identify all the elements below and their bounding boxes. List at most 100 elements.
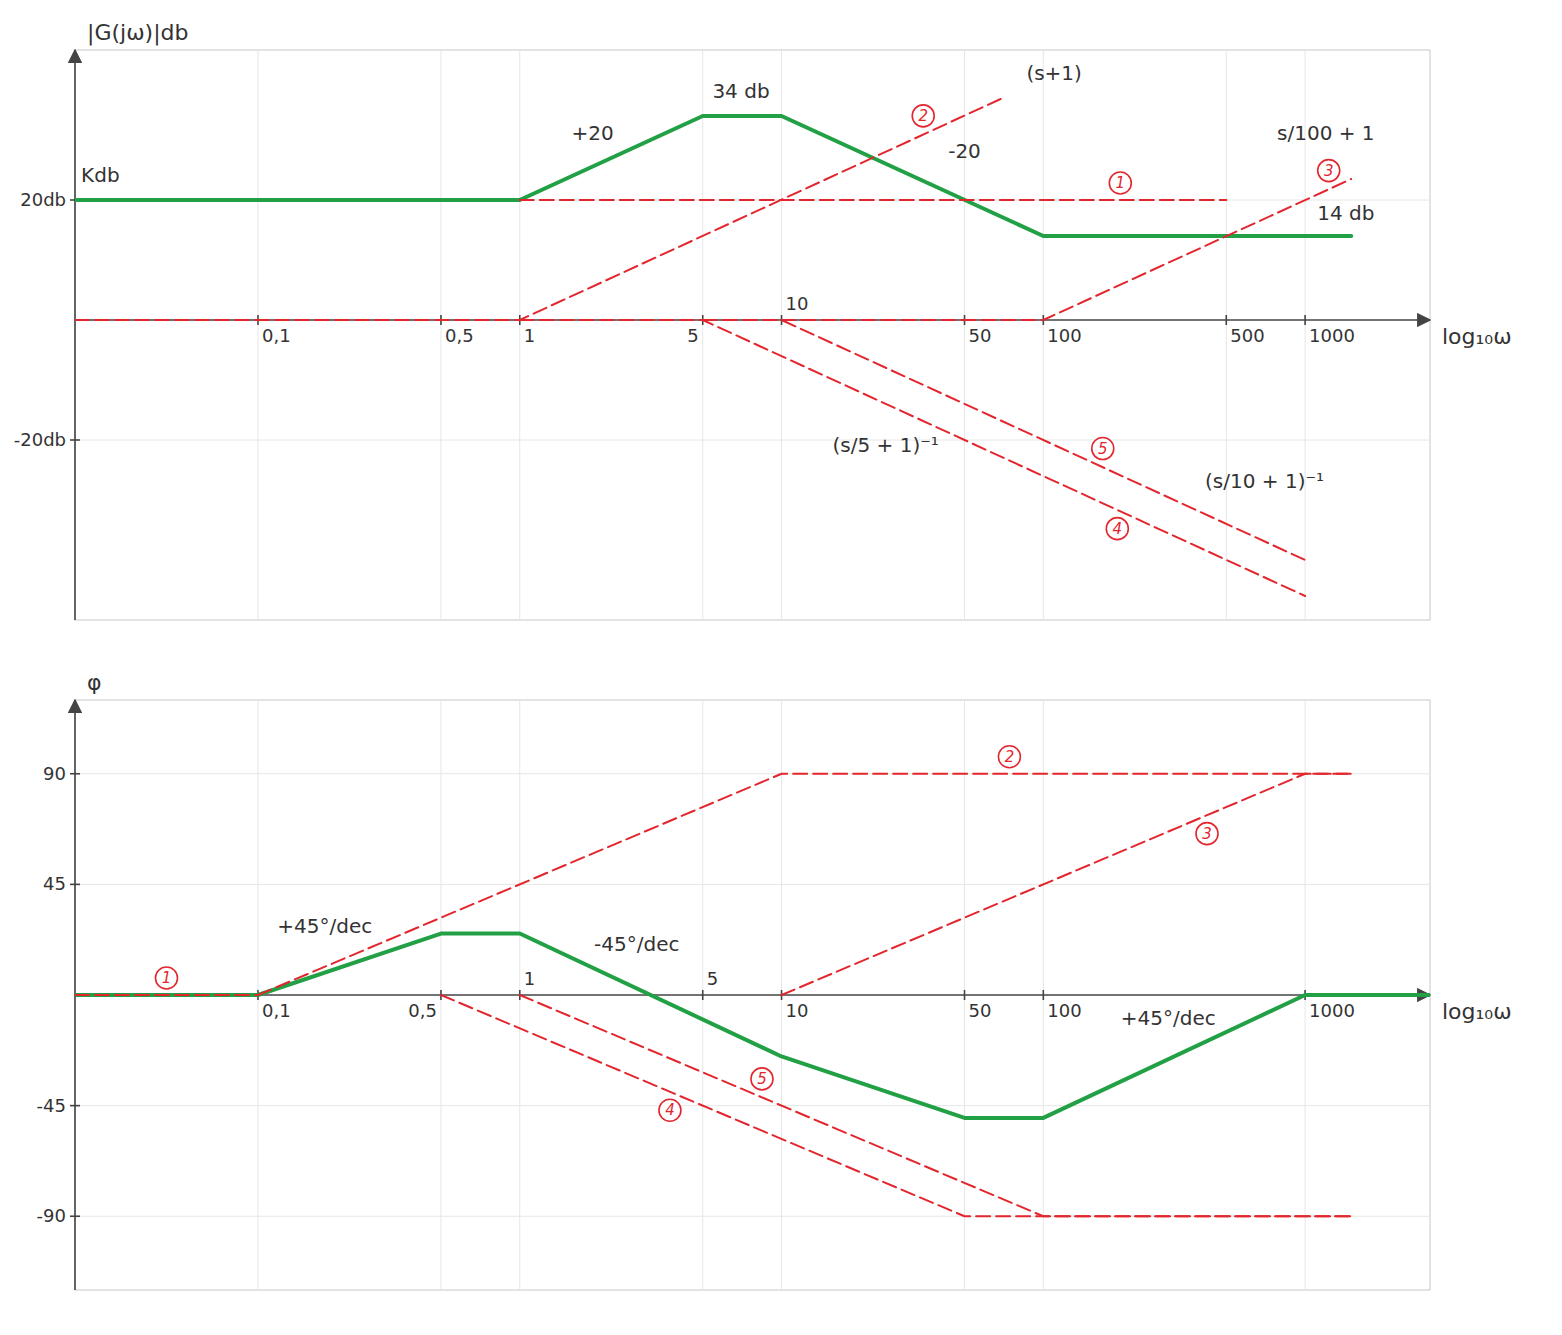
series-name: 1	[162, 969, 172, 987]
x-tick	[1043, 990, 1045, 1000]
series-name: 3	[1324, 162, 1334, 180]
series-line	[75, 116, 1351, 236]
series-badge	[1318, 160, 1340, 182]
labels: 12345Kdb+2034 db-2014 db(s+1)s/100 + 1(s…	[14, 20, 1512, 540]
grid-line	[964, 700, 965, 1290]
y-tick	[70, 773, 80, 775]
series-badge	[998, 746, 1020, 768]
annotation: (s+1)	[1026, 61, 1082, 85]
grid-line	[519, 50, 520, 620]
x-tick-label: 10	[786, 1000, 809, 1021]
series-name: 5	[1098, 440, 1108, 458]
x-tick-label: 100	[1047, 325, 1081, 346]
grid-line	[440, 50, 441, 620]
x-tick-label: 0,5	[445, 325, 474, 346]
x-tick	[1225, 315, 1227, 325]
series-badge	[659, 1099, 681, 1121]
x-tick-label: 1000	[1309, 325, 1355, 346]
series-name: 1	[1116, 174, 1126, 192]
series-line	[520, 995, 1351, 1216]
x-tick-label: 1	[524, 325, 535, 346]
x-tick-label: 1	[524, 968, 535, 989]
series-line	[75, 994, 258, 996]
annotation: +45°/dec	[277, 914, 372, 938]
labels: 12345+45°/dec-45°/dec+45°/dec0,10,515105…	[37, 670, 1512, 1226]
series-badge	[1092, 438, 1114, 460]
series-badge	[155, 967, 177, 989]
grid-line	[702, 50, 703, 620]
series-line	[520, 199, 1227, 201]
grid-line	[702, 700, 703, 1290]
bode-plot: 12345Kdb+2034 db-2014 db(s+1)s/100 + 1(s…	[0, 0, 1562, 1335]
grid-line	[1043, 700, 1044, 1290]
x-tick	[964, 990, 966, 1000]
y-axis-title: |G(jω)|db	[87, 20, 189, 46]
grid	[75, 50, 1430, 620]
series-line	[782, 179, 1352, 320]
panel: 12345Kdb+2034 db-2014 db(s+1)s/100 + 1(s…	[14, 20, 1512, 620]
y-tick	[70, 1215, 80, 1217]
grid-line	[1226, 50, 1227, 620]
x-tick-label: 10	[786, 293, 809, 314]
grid-line	[75, 884, 1430, 885]
x-axis-title: log₁₀ω	[1442, 999, 1512, 1024]
annotation: +45°/dec	[1121, 1006, 1216, 1030]
y-tick	[70, 1105, 80, 1107]
series-name: 2	[918, 107, 928, 125]
series-group	[75, 774, 1430, 1217]
y-tick	[70, 884, 80, 886]
grid-line	[781, 50, 782, 620]
y-tick	[70, 439, 80, 441]
y-tick-label: 90	[43, 763, 66, 784]
series-badge	[1109, 172, 1131, 194]
x-axis	[75, 994, 1430, 996]
y-tick-label: 45	[43, 873, 66, 894]
series-name: 4	[1113, 520, 1123, 538]
plot-frame	[75, 50, 1430, 620]
x-tick	[702, 990, 704, 1000]
grid-line	[257, 50, 258, 620]
y-tick-label: -45	[37, 1095, 66, 1116]
annotation: 14 db	[1317, 201, 1374, 225]
grid-line	[75, 1105, 1430, 1106]
annotation: (s/5 + 1)⁻¹	[833, 433, 939, 457]
x-tick-label: 100	[1047, 1000, 1081, 1021]
x-tick-label: 0,1	[262, 325, 291, 346]
series-badge	[912, 105, 934, 127]
annotation: s/100 + 1	[1277, 121, 1375, 145]
grid-line	[964, 50, 965, 620]
y-axis	[74, 50, 76, 620]
annotation: +20	[572, 121, 614, 145]
series-badge	[1106, 518, 1128, 540]
series-line	[520, 320, 1305, 596]
x-tick-label: 50	[969, 1000, 992, 1021]
panel: 12345+45°/dec-45°/dec+45°/dec0,10,515105…	[37, 670, 1512, 1290]
series-group	[75, 98, 1351, 596]
x-tick-label: 50	[969, 325, 992, 346]
grid-line	[75, 440, 1430, 441]
series-line	[782, 774, 1352, 995]
annotation: Kdb	[81, 163, 120, 187]
x-tick-label: 1000	[1309, 1000, 1355, 1021]
series-line	[75, 934, 1430, 1118]
grid-line	[1043, 50, 1044, 620]
x-tick-label: 5	[707, 968, 718, 989]
series-name: 5	[757, 1070, 767, 1088]
x-tick-label: 0,1	[262, 1000, 291, 1021]
y-tick-label: 20db	[20, 189, 66, 210]
series-name: 2	[1005, 748, 1015, 766]
series-line	[441, 995, 1351, 1216]
series-line	[258, 774, 1351, 995]
series-line	[703, 320, 1305, 560]
series-badge	[1196, 823, 1218, 845]
grid	[75, 700, 1430, 1290]
series-name: 4	[665, 1101, 675, 1119]
y-tick-label: -90	[37, 1205, 66, 1226]
x-axis-title: log₁₀ω	[1442, 324, 1512, 349]
annotation: (s/10 + 1)⁻¹	[1205, 469, 1324, 493]
series-badge	[751, 1068, 773, 1090]
plot-frame	[75, 700, 1430, 1290]
x-tick-label: 0,5	[408, 1000, 437, 1021]
series-name: 3	[1202, 825, 1212, 843]
annotation: -20	[948, 139, 981, 163]
